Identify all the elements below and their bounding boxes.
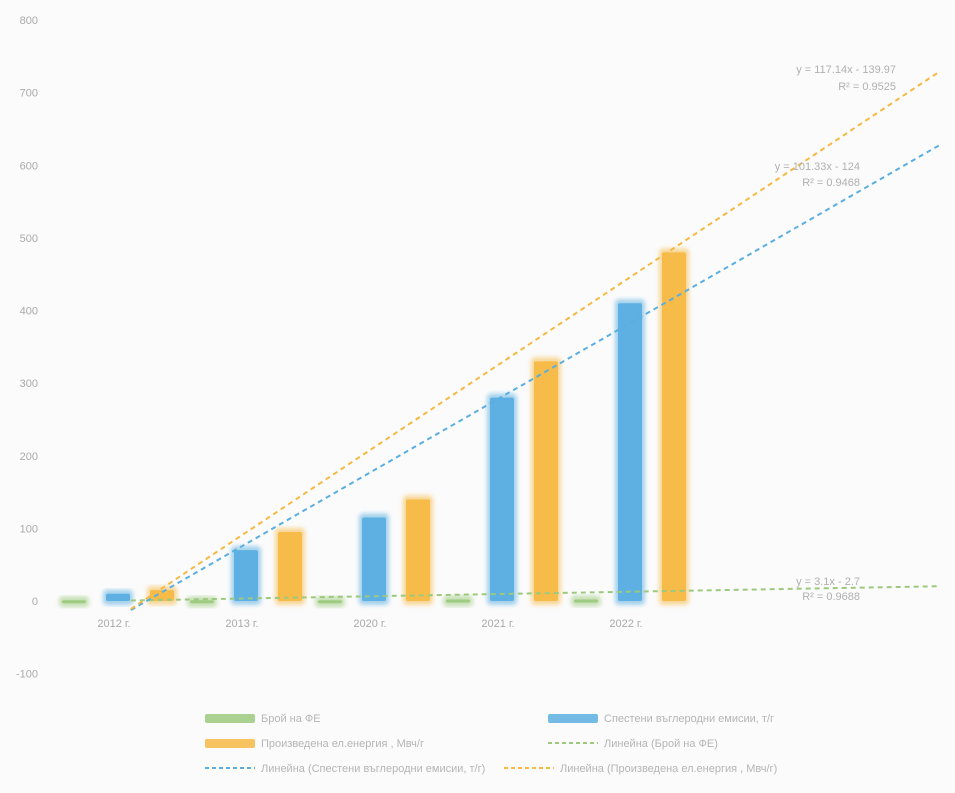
y-axis-labels: -100 0 100 200 300 400 500 600 700 800: [16, 15, 38, 681]
y-tick-label: 700: [20, 88, 38, 100]
y-tick-label: 100: [20, 523, 38, 535]
bar: [362, 517, 386, 601]
trendline-equations: y = 3.1x - 2.7 R² = 0.9688 y = 101.33x - 1…: [775, 64, 896, 603]
bar: [446, 599, 470, 603]
legend-item: Линейна (Спестени въглеродни емисии, т/г…: [205, 763, 485, 775]
legend-label: Произведена ел.енергия , Мвч/г: [261, 738, 424, 750]
trendline-r2: R² = 0.9688: [802, 591, 860, 603]
bar: [574, 599, 598, 603]
y-tick-label: 300: [20, 378, 38, 390]
legend-item: Брой на ФЕ: [205, 713, 321, 725]
bar: [406, 499, 430, 601]
legend-swatch: [205, 714, 255, 723]
bar: [662, 252, 686, 601]
trendlines: [130, 70, 941, 611]
y-tick-label: 500: [20, 233, 38, 245]
bar: [62, 600, 86, 604]
category-labels: 2012 г. 2013 г. 2020 г. 2021 г. 2022 г.: [97, 618, 642, 630]
legend-item: Спестени въглеродни емисии, т/г: [548, 713, 774, 725]
bars: [59, 248, 689, 608]
y-tick-label: 200: [20, 451, 38, 463]
bar: [106, 593, 130, 601]
bar: [234, 550, 258, 601]
bar: [278, 532, 302, 601]
legend-swatch: [205, 739, 255, 748]
trendline-equation: y = 101.33x - 124: [775, 161, 860, 173]
bar: [190, 600, 214, 604]
y-tick-label: -100: [16, 669, 38, 681]
trendline: [130, 144, 941, 611]
legend: Брой на ФЕ Спестени въглеродни емисии, т/…: [205, 713, 777, 775]
legend-label: Брой на ФЕ: [261, 713, 321, 725]
trendline-equation: y = 3.1x - 2.7: [796, 576, 860, 588]
x-tick-label: 2013 г.: [225, 618, 258, 630]
y-tick-label: 800: [20, 15, 38, 27]
bar: [490, 397, 514, 601]
legend-label: Линейна (Произведена ел.енергия , Мвч/г): [560, 763, 777, 775]
x-tick-label: 2020 г.: [353, 618, 386, 630]
trendline-r2: R² = 0.9525: [838, 81, 896, 93]
y-tick-label: 0: [32, 596, 38, 608]
legend-item: Линейна (Произведена ел.енергия , Мвч/г): [504, 763, 777, 775]
y-tick-label: 400: [20, 306, 38, 318]
trendline-r2: R² = 0.9468: [802, 177, 860, 189]
y-tick-label: 600: [20, 160, 38, 172]
x-tick-label: 2022 г.: [609, 618, 642, 630]
x-tick-label: 2012 г.: [97, 618, 130, 630]
legend-label: Линейна (Брой на ФЕ): [604, 738, 718, 750]
trendline-equation: y = 117.14x - 139.97: [796, 64, 896, 76]
legend-swatch: [548, 714, 598, 723]
legend-item: Линейна (Брой на ФЕ): [548, 738, 718, 750]
bar: [534, 361, 558, 601]
bar: [618, 303, 642, 601]
x-tick-label: 2021 г.: [481, 618, 514, 630]
legend-item: Произведена ел.енергия , Мвч/г: [205, 738, 424, 750]
legend-label: Линейна (Спестени въглеродни емисии, т/г…: [261, 763, 485, 775]
legend-label: Спестени въглеродни емисии, т/г: [604, 713, 774, 725]
bar: [318, 600, 342, 604]
